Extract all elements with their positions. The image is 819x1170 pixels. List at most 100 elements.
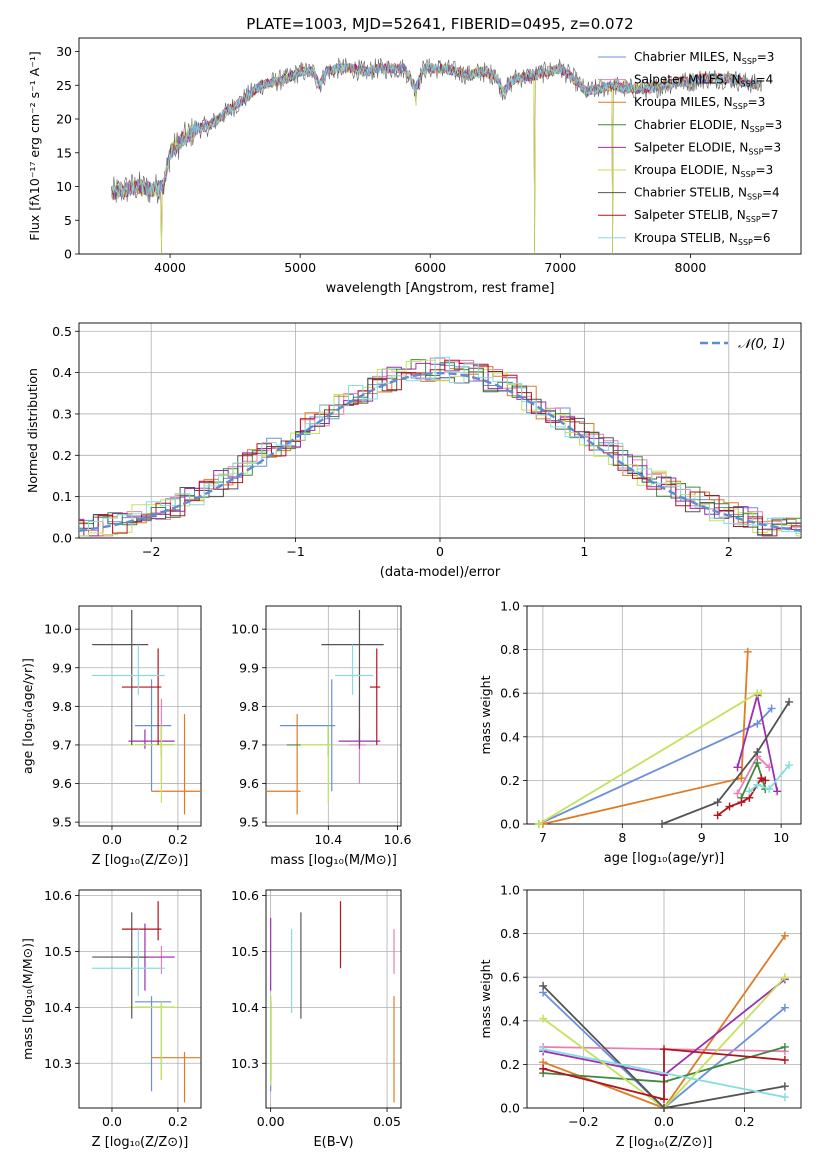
x-tick-label: 10	[773, 830, 789, 845]
age-vs-mass-panel: 10.4 10.6 9.5 9.6 9.7 9.8 9.9 10.0 mass [log₁₀(M…	[231, 605, 412, 868]
histogram-series-line	[79, 366, 801, 537]
x-tick-label: 7000	[544, 260, 576, 275]
mass-weight-point	[534, 820, 543, 828]
spectrum-series-line	[111, 62, 762, 255]
mass-weight-point	[780, 1082, 789, 1091]
spectrum-panel: 4000 5000 6000 7000 8000 0 5 10 15 20 25 30 waveleng…	[27, 37, 802, 296]
axes-frame	[526, 605, 802, 825]
age-vs-metallicity-panel: 0.0 0.2 9.5 9.6 9.7 9.8 9.9 10.0 Z [log₁₀(Z/Z⊙)]…	[20, 605, 202, 868]
y-tick-label: 10.4	[44, 1000, 72, 1015]
y-tick-label: 1.0	[500, 883, 520, 898]
y-tick-label: 0.2	[500, 773, 520, 788]
y-tick-label: 10.0	[44, 622, 72, 637]
y-tick-label: 9.8	[52, 699, 72, 714]
spectrum-legend: Chabrier MILES, NSSP=3 Salpeter MILES, NS…	[598, 50, 782, 247]
y-tick-label: 0.6	[500, 970, 520, 985]
error-bar-point	[279, 679, 336, 792]
x-tick-label: 6000	[414, 260, 446, 275]
y-axis-label: mass weight	[478, 959, 493, 1038]
axes-frame	[265, 605, 402, 827]
mass-vs-extinction-panel: 0.00 0.05 10.3 10.4 10.5 10.6 E(B-V)	[231, 888, 402, 1150]
y-tick-label: 0.4	[500, 729, 520, 744]
x-axis-label: Z [log₁₀(Z/Z⊙)]	[616, 1135, 713, 1150]
y-tick-label: 10.5	[44, 944, 72, 959]
y-tick-label: 30	[56, 44, 72, 59]
y-axis-label: mass weight	[478, 675, 493, 754]
residuals-panel: −2 −1 0 1 2 0.0 0.1 0.2 0.3 0.4 0.5 (data-model)/er…	[25, 322, 802, 580]
error-bar-point	[92, 912, 149, 1019]
legend-entry: Salpeter STELIB, NSSP=7	[634, 208, 778, 224]
mass-weight-point	[780, 931, 789, 940]
x-tick-label: 0.2	[168, 832, 188, 847]
x-axis-label: E(B-V)	[313, 1135, 353, 1150]
x-axis-label: age [log₁₀(age/yr)]	[604, 851, 725, 866]
legend-entry: Kroupa ELODIE, NSSP=3	[634, 163, 773, 179]
y-tick-label: 1.0	[500, 599, 520, 614]
mass-weight-point	[773, 787, 782, 796]
y-tick-label: 9.7	[239, 737, 259, 752]
error-bar-point	[141, 945, 175, 974]
y-tick-label: 10.4	[231, 1000, 259, 1015]
mass-weight-series-line	[748, 764, 790, 792]
error-bar-point	[369, 648, 381, 745]
error-bar-point	[128, 725, 178, 803]
x-tick-label: 1	[580, 544, 588, 559]
error-bar-point	[151, 714, 201, 815]
legend-entry: Kroupa MILES, NSSP=3	[634, 95, 765, 111]
x-tick-label: 10.6	[384, 832, 412, 847]
y-tick-label: 0.0	[500, 817, 520, 832]
normal-distribution-curve	[79, 371, 801, 532]
error-bar-point	[135, 679, 172, 792]
y-axis-label: Normed distribution	[25, 368, 40, 493]
y-tick-label: 9.5	[239, 815, 259, 830]
x-axis-label: (data-model)/error	[380, 565, 501, 580]
mass-weight-vs-metallicity-panel: −0.2 0.0 0.2 0.0 0.2 0.4 0.6 0.8 1.0 Z [log₁₀(Z/Z…	[478, 883, 802, 1150]
x-axis-label: Z [log₁₀(Z/Z⊙)]	[92, 853, 189, 868]
y-tick-label: 0.0	[500, 1101, 520, 1116]
mass-weight-point	[753, 719, 762, 728]
error-bar-point	[135, 1001, 175, 1081]
legend-entry: 𝒩(0, 1)	[738, 337, 785, 352]
y-tick-label: 9.6	[239, 776, 259, 791]
axes-frame	[78, 322, 802, 539]
spectrum-title: PLATE=1003, MJD=52641, FIBERID=0495, z=0…	[246, 15, 633, 33]
x-tick-label: 2	[725, 544, 733, 559]
spectrum-series-line	[111, 62, 762, 199]
error-bar-point	[92, 644, 165, 695]
error-bar-point	[335, 644, 374, 695]
error-bar-point	[286, 725, 332, 757]
legend-entry: Salpeter MILES, NSSP=4	[634, 73, 773, 89]
y-tick-label: 0.1	[52, 489, 72, 504]
mass-weight-point	[713, 798, 722, 807]
axes-frame	[78, 889, 202, 1109]
y-tick-label: 9.8	[239, 699, 259, 714]
y-tick-label: 9.5	[52, 815, 72, 830]
mass-weight-point	[753, 748, 762, 757]
x-axis-label: wavelength [Angstrom, rest frame]	[326, 281, 555, 296]
mass-weight-point	[761, 776, 770, 785]
y-tick-label: 0.4	[500, 1013, 520, 1028]
spectrum-series-line	[111, 62, 762, 255]
y-tick-label: 0.0	[52, 531, 72, 546]
x-tick-label: 0.05	[373, 1114, 401, 1129]
spectrum-series-line	[111, 62, 762, 200]
y-tick-label: 0.5	[52, 324, 72, 339]
error-bar-point	[300, 725, 332, 803]
mass-weight-point	[713, 811, 722, 820]
mass-weight-point	[780, 1042, 789, 1051]
axes-frame	[78, 37, 802, 255]
mass-weight-point	[660, 1104, 668, 1112]
mass-weight-point	[660, 1095, 668, 1104]
y-tick-label: 9.6	[52, 776, 72, 791]
mass-weight-point	[757, 689, 766, 698]
y-tick-label: 10.5	[231, 944, 259, 959]
legend-entry: Chabrier STELIB, NSSP=4	[634, 186, 780, 202]
x-tick-label: 8000	[675, 260, 707, 275]
mass-weight-point	[539, 1014, 548, 1023]
x-axis-label: mass [log₁₀(M/M⊙)]	[270, 853, 397, 868]
x-tick-label: −2	[142, 544, 160, 559]
mass-weight-series-line	[542, 1048, 785, 1101]
x-tick-label: 5000	[284, 260, 316, 275]
histogram-series-line	[79, 362, 801, 537]
error-bar-point	[128, 1001, 178, 1081]
